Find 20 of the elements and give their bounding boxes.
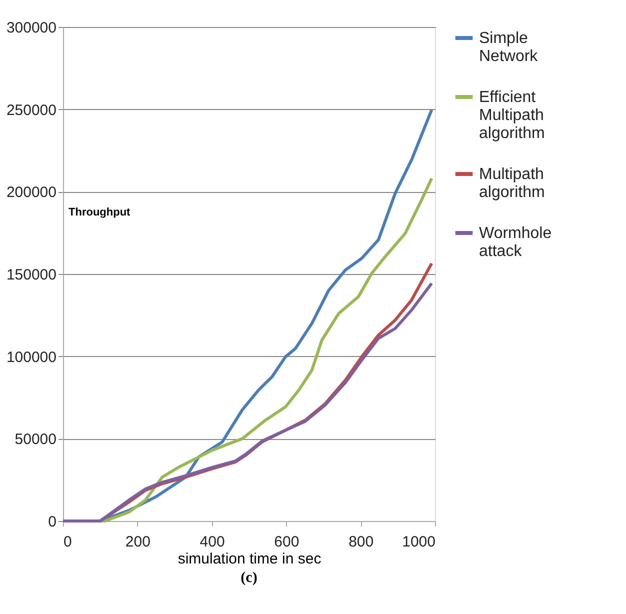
x-axis-title: simulation time in sec <box>178 550 322 568</box>
y-tick-label: 250000 <box>6 102 56 119</box>
x-tick-label: 400 <box>200 534 225 550</box>
y-tick-label: 0 <box>48 514 56 530</box>
x-tick-label: 1000 <box>402 534 436 550</box>
legend-label: Efficient Multipath algorithm <box>479 89 545 142</box>
y-tick-label: 100000 <box>6 348 56 366</box>
legend-label: Multipath algorithm <box>479 166 545 201</box>
x-tick-label: 0 <box>64 534 72 550</box>
x-tick-label: 600 <box>274 534 300 550</box>
x-tick-label: 800 <box>348 534 374 550</box>
legend-label: Wormhole attack <box>479 225 552 260</box>
y-tick-label: 50000 <box>14 431 56 448</box>
legend-label: Simple Network <box>479 30 539 65</box>
text: (c) <box>240 570 258 586</box>
y-tick-label: 200000 <box>6 184 56 202</box>
x-tick-label: 200 <box>125 534 150 550</box>
y-tick-label: 300000 <box>6 20 56 36</box>
y-axis-title: Throughput <box>68 206 131 218</box>
y-tick-label: 150000 <box>6 266 56 284</box>
